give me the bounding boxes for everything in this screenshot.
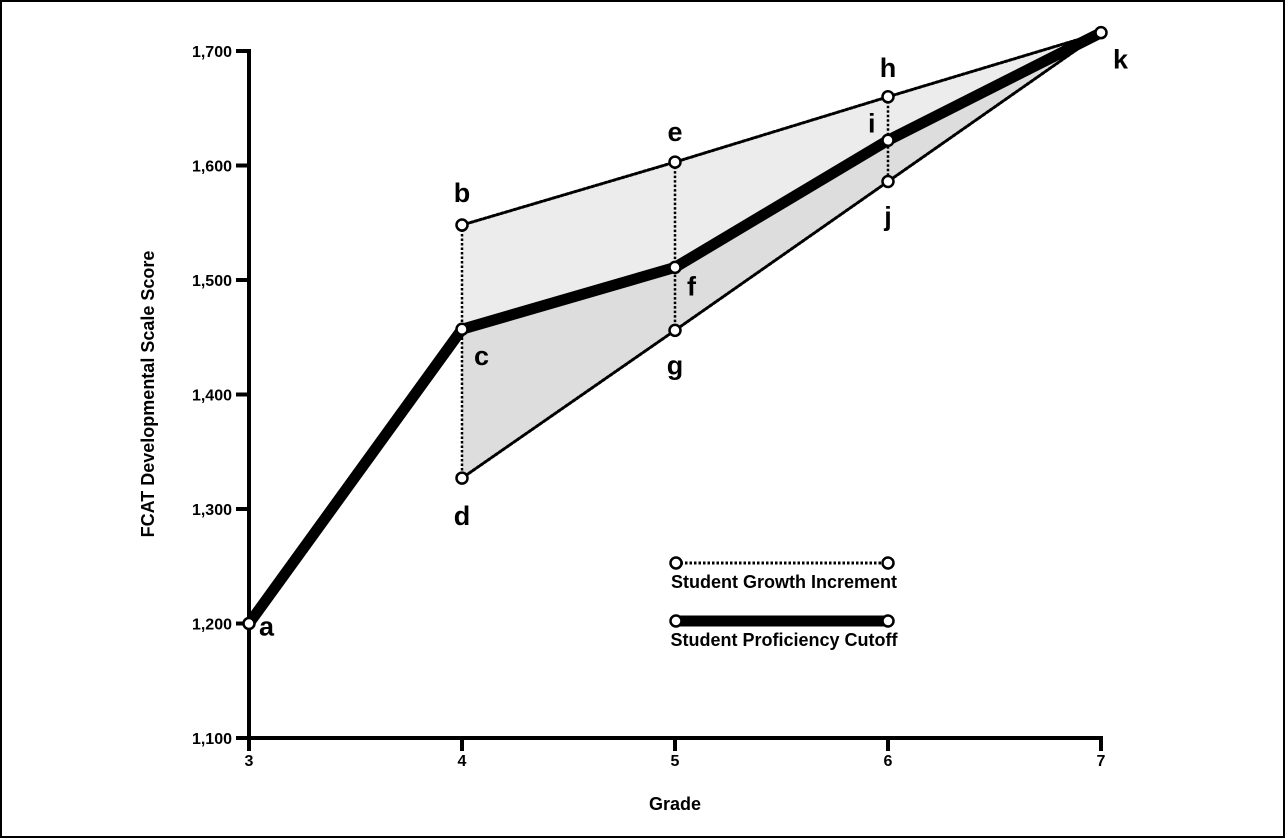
point-label-k: k xyxy=(1113,45,1129,75)
y-tick-label: 1,400 xyxy=(192,388,232,405)
y-tick-label: 1,700 xyxy=(192,44,232,61)
point-label-e: e xyxy=(667,117,682,147)
point-label-g: g xyxy=(667,350,684,380)
series-line-2-behk xyxy=(460,31,1103,227)
point-marker-k xyxy=(1094,25,1108,40)
point-markers xyxy=(242,25,1108,631)
point-label-f: f xyxy=(687,271,697,301)
x-tick-label: 3 xyxy=(245,753,254,770)
legend-marker xyxy=(881,614,895,628)
legend-label-2: Student Proficiency Cutoff xyxy=(670,630,898,650)
y-tick-label: 1,100 xyxy=(192,731,232,748)
shaded-region-1 xyxy=(462,32,1101,330)
axes: 1,100 1,200 1,300 1,400 1,500 1,600 1,700 3 4 5 6 7 xyxy=(192,44,1106,770)
point-marker-j xyxy=(881,174,895,189)
x-tick-label: 4 xyxy=(458,753,467,770)
legend-label-1: Student Growth Increment xyxy=(671,572,897,592)
point-marker-i xyxy=(881,133,895,148)
point-labels: a b c d e f g hi j k xyxy=(259,45,1129,642)
point-marker-e xyxy=(668,155,682,169)
point-label-d: d xyxy=(454,501,471,531)
x-tick-label: 7 xyxy=(1097,753,1106,770)
point-marker-d xyxy=(455,471,469,485)
y-tick-label: 1,300 xyxy=(192,502,232,519)
point-label-j: j xyxy=(883,202,892,232)
point-marker-g xyxy=(668,323,682,338)
point-label-i: i xyxy=(868,108,876,138)
y-tick-label: 1,200 xyxy=(192,617,232,634)
point-marker-h xyxy=(881,90,895,104)
y-tick-label: 1,600 xyxy=(192,159,232,176)
point-label-c: c xyxy=(474,341,489,371)
y-tick-label: 1,500 xyxy=(192,273,232,290)
point-label-h: h xyxy=(880,53,897,83)
point-marker-c xyxy=(455,322,469,336)
point-marker-f xyxy=(668,260,682,275)
y-axis-title: FCAT Developmental Scale Score xyxy=(138,251,158,538)
point-marker-a xyxy=(242,616,256,631)
x-axis-title: Grade xyxy=(649,794,701,814)
point-label-b: b xyxy=(454,178,471,208)
legend-marker xyxy=(669,556,683,570)
point-marker-b xyxy=(455,218,469,232)
legend-marker xyxy=(881,556,895,570)
x-tick-label: 6 xyxy=(884,753,893,770)
legend: Student Growth Increment Student Proficie… xyxy=(669,556,899,650)
point-label-a: a xyxy=(259,612,275,642)
x-tick-label: 5 xyxy=(671,753,680,770)
legend-marker xyxy=(669,614,683,628)
series-line-3-dgjk xyxy=(460,31,1103,480)
